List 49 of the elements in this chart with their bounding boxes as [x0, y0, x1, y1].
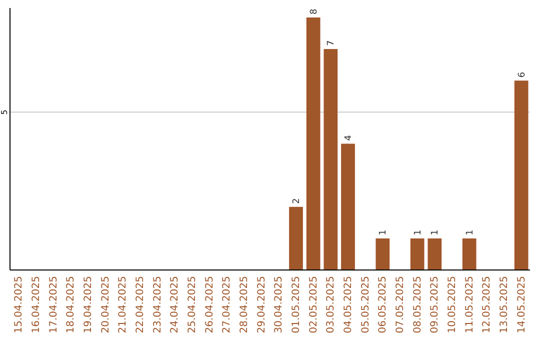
- x-tick-label: 19.04.2025: [83, 276, 94, 334]
- data-label: 8: [309, 8, 320, 14]
- data-label: 7: [326, 40, 337, 46]
- bar: [428, 238, 442, 270]
- x-tick-label: 23.04.2025: [152, 276, 164, 334]
- bar: [376, 238, 390, 270]
- x-tick-label: 04.05.2025: [343, 276, 354, 334]
- data-label: 1: [465, 230, 476, 236]
- bar: [514, 80, 528, 270]
- x-tick-label: 07.05.2025: [395, 276, 406, 334]
- x-tick-label: 29.04.2025: [256, 276, 268, 334]
- x-tick-label: 02.05.2025: [308, 276, 320, 334]
- data-label: 6: [517, 72, 528, 78]
- bar: [324, 49, 338, 270]
- x-tick-label: 30.04.2025: [274, 276, 285, 334]
- bar: [410, 238, 424, 270]
- y-tick-label: 5: [0, 110, 9, 115]
- x-tick-label: 21.04.2025: [118, 276, 129, 334]
- data-label: 2: [292, 198, 302, 204]
- x-tick-label: 27.04.2025: [222, 276, 233, 334]
- x-tick-label: 11.05.2025: [464, 276, 476, 334]
- x-tick-label: 08.05.2025: [412, 276, 424, 334]
- x-tick-label: 09.05.2025: [430, 276, 441, 334]
- x-tick-label: 17.04.2025: [48, 276, 60, 334]
- data-label: 1: [430, 230, 441, 236]
- x-tick-label: 13.05.2025: [499, 276, 510, 334]
- x-tick-label: 28.04.2025: [239, 276, 250, 334]
- x-tick-label: 18.04.2025: [66, 276, 77, 334]
- x-tick-label: 03.05.2025: [326, 276, 337, 334]
- x-tick-label: 01.05.2025: [291, 276, 302, 334]
- x-tick-label: 15.04.2025: [14, 276, 25, 334]
- x-tick-label: 22.04.2025: [135, 276, 146, 334]
- data-label: 1: [413, 230, 424, 236]
- bar: [341, 144, 355, 270]
- x-tick-label: 24.04.2025: [170, 276, 181, 334]
- x-tick-label: 25.04.2025: [187, 276, 198, 334]
- bar: [462, 238, 476, 270]
- data-label: 4: [344, 134, 354, 141]
- x-tick-label: 26.04.2025: [204, 276, 216, 334]
- x-tick-label: 20.04.2025: [100, 276, 112, 334]
- data-label: 1: [378, 230, 389, 236]
- bar: [306, 17, 320, 270]
- x-tick-label: 12.05.2025: [482, 276, 493, 334]
- x-tick-label: 14.05.2025: [516, 276, 528, 334]
- x-tick-label: 16.04.2025: [31, 276, 42, 334]
- x-tick-label: 06.05.2025: [378, 276, 389, 334]
- x-tick-label: 10.05.2025: [447, 276, 458, 334]
- bar: [289, 206, 303, 270]
- x-tick-label: 05.05.2025: [360, 276, 372, 334]
